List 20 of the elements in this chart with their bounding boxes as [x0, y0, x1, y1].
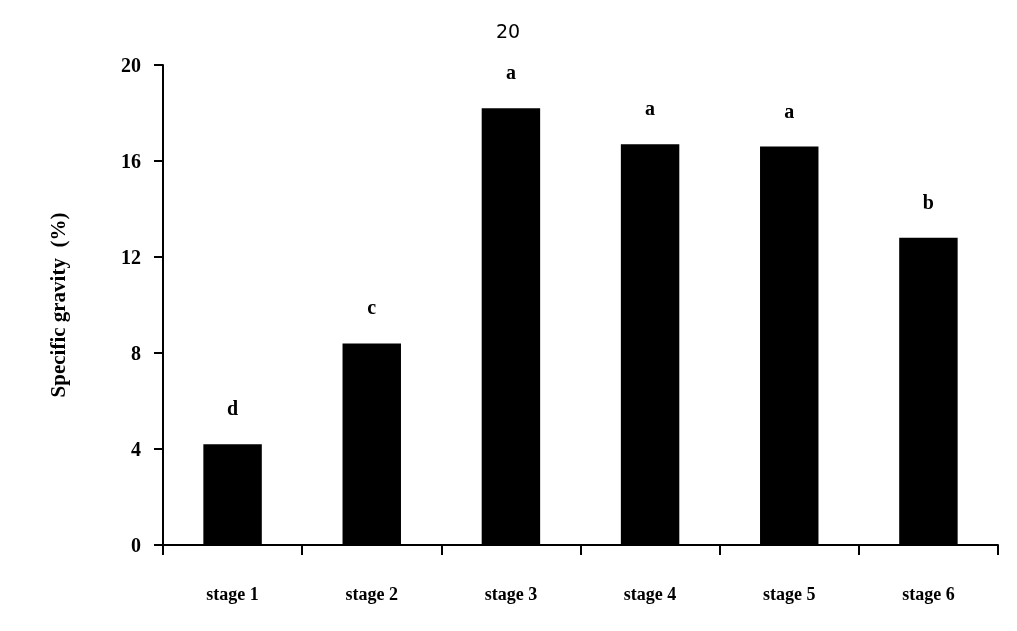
annotation: b	[922, 190, 934, 213]
y-tick-label: 16	[121, 150, 141, 172]
y-axis-title: Specific gravity (%)	[45, 212, 70, 398]
y-tick-label: 20	[121, 54, 141, 76]
y-tick-label: 12	[121, 246, 141, 268]
annotation: a	[645, 97, 656, 120]
x-tick-label: stage 4	[623, 584, 677, 604]
x-tick-label: stage 1	[206, 584, 259, 604]
y-tick-label: 4	[131, 438, 141, 460]
chart-title: 20	[495, 19, 521, 42]
x-tick-label: stage 3	[484, 584, 538, 604]
annotation: c	[367, 296, 377, 319]
y-tick-label: 8	[131, 342, 141, 364]
x-tick-label: stage 5	[763, 584, 816, 604]
annotation: d	[227, 397, 239, 420]
x-tick-label: stage 6	[902, 584, 955, 604]
annotation: a	[505, 61, 516, 84]
x-tick-label: stage 2	[345, 584, 398, 604]
annotation: a	[784, 99, 795, 122]
y-tick-label: 0	[131, 534, 141, 556]
